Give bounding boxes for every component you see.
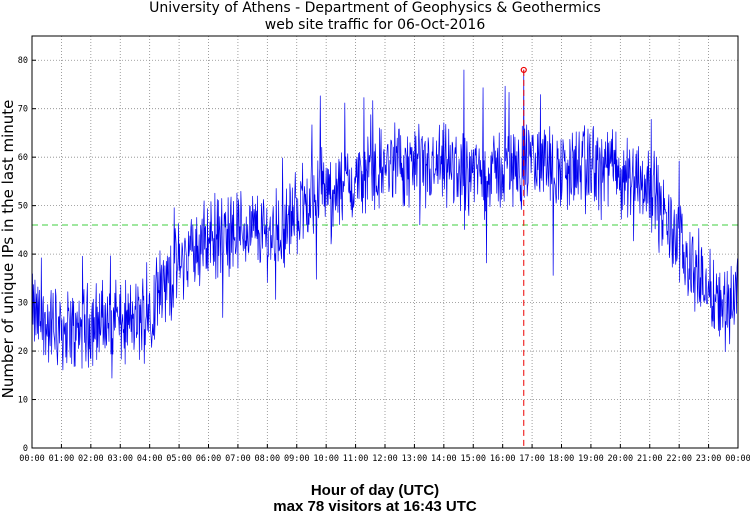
x-tick-label: 18:00 (549, 454, 575, 464)
x-tick-label: 15:00 (460, 454, 486, 464)
x-tick-label: 09:00 (284, 454, 310, 464)
y-tick-label: 30 (18, 299, 28, 309)
plot-frame (31, 35, 739, 449)
x-tick-label: 22:00 (666, 454, 692, 464)
x-tick-label: 06:00 (196, 454, 222, 464)
chart-title: University of Athens - Department of Geo… (149, 0, 601, 16)
axis-ticks: 00:00 01:00 02:00 03:00 04:00 05:00 06:00 07:00… (18, 56, 750, 464)
max-marker-point (520, 66, 527, 74)
max-visitors-caption: max 78 visitors at 16:43 UTC (273, 498, 477, 515)
x-tick-label: 12:00 (372, 454, 398, 464)
grid-lines (31, 36, 739, 448)
x-tick-label: 20:00 (608, 454, 634, 464)
y-tick-label: 20 (18, 347, 28, 357)
x-tick-label: 16:00 (490, 454, 516, 464)
x-axis-label: Hour of day (UTC) (310, 482, 440, 499)
series-group (31, 69, 739, 379)
chart-subtitle: web site traffic for 06-Oct-2016 (264, 17, 486, 33)
x-tick-label: 00:00 (725, 454, 750, 464)
x-tick-label: 11:00 (343, 454, 369, 464)
x-tick-label: 05:00 (166, 454, 192, 464)
y-axis-label-text: Number of unique IPs in the last minute (0, 99, 17, 399)
y-tick-label: 10 (18, 396, 28, 406)
y-tick-label: 80 (18, 56, 28, 66)
y-tick-label: 40 (18, 250, 28, 260)
x-tick-label: 14:00 (431, 454, 457, 464)
x-tick-label: 02:00 (78, 454, 104, 464)
x-tick-label: 19:00 (578, 454, 604, 464)
y-tick-label: 70 (18, 105, 28, 115)
max-marker-group (520, 66, 527, 448)
x-tick-label: 13:00 (402, 454, 428, 464)
x-tick-label: 21:00 (637, 454, 663, 464)
x-tick-label: 17:00 (519, 454, 545, 464)
x-tick-label: 08:00 (255, 454, 281, 464)
x-tick-label: 01:00 (49, 454, 75, 464)
x-tick-label: 03:00 (107, 454, 133, 464)
x-tick-label: 10:00 (313, 454, 339, 464)
x-tick-label: 23:00 (696, 454, 722, 464)
y-tick-label: 0 (23, 444, 28, 454)
x-tick-label: 00:00 (19, 454, 45, 464)
y-tick-label: 60 (18, 153, 28, 163)
y-tick-label: 50 (18, 202, 28, 212)
x-tick-label: 04:00 (137, 454, 163, 464)
traffic-series-line (31, 69, 739, 379)
x-tick-label: 07:00 (225, 454, 251, 464)
